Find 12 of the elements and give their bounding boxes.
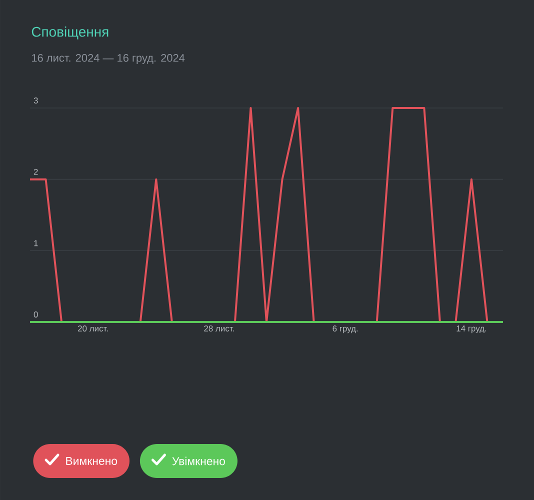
text: Вимкнено	[66, 456, 118, 465]
chart-subtitle: 16 лист. 2024 — 16 груд. 2024	[32, 54, 185, 64]
chart-title: Сповіщення	[32, 26, 108, 40]
y-tick-label: 1	[34, 240, 38, 246]
y-tick-label: 0	[34, 311, 38, 318]
y-tick-label: 2	[34, 168, 38, 175]
x-tick-label: 14 груд.	[456, 326, 486, 334]
text: Увімкнено	[172, 456, 226, 466]
x-tick-label: 6 груд.	[332, 326, 358, 334]
x-tick-label: 20 лист.	[78, 326, 108, 332]
x-tick-label: 28 лист.	[204, 326, 234, 332]
y-tick-label: 3	[34, 97, 38, 104]
